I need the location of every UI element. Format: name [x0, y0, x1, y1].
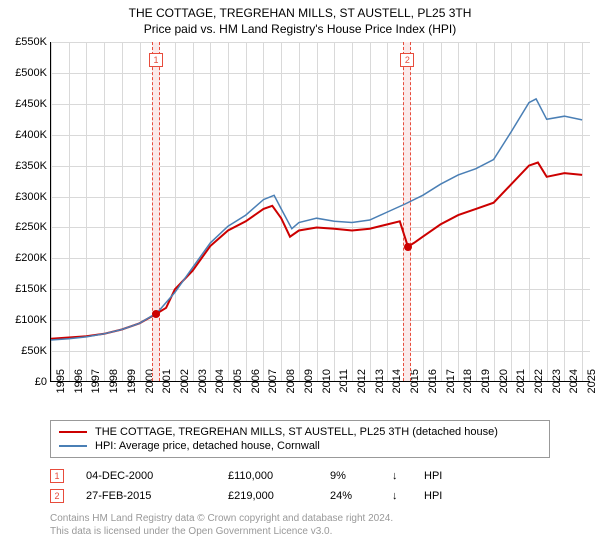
footnote: Contains HM Land Registry data © Crown c…	[50, 512, 600, 538]
chart-title-1: THE COTTAGE, TREGREHAN MILLS, ST AUSTELL…	[0, 6, 600, 20]
sale-marker: 2	[400, 53, 414, 67]
series-price_paid	[51, 163, 582, 339]
sale-price: £219,000	[228, 490, 308, 502]
ytick-label: £50K	[1, 345, 47, 357]
chart-plot: £0£50K£100K£150K£200K£250K£300K£350K£400…	[50, 42, 590, 382]
legend: THE COTTAGE, TREGREHAN MILLS, ST AUSTELL…	[50, 420, 550, 458]
legend-label: HPI: Average price, detached house, Corn…	[95, 440, 320, 452]
ytick-label: £200K	[1, 252, 47, 264]
legend-swatch	[59, 431, 87, 433]
ytick-label: £400K	[1, 129, 47, 141]
sale-price: £110,000	[228, 470, 308, 482]
sale-pct: 24%	[330, 490, 370, 502]
ytick-label: £500K	[1, 67, 47, 79]
ytick-label: £300K	[1, 191, 47, 203]
sale-point	[404, 243, 412, 251]
sale-marker: 1	[149, 53, 163, 67]
down-arrow-icon: ↓	[392, 470, 402, 482]
ytick-label: £150K	[1, 283, 47, 295]
ytick-label: £250K	[1, 221, 47, 233]
sale-pct: 9%	[330, 470, 370, 482]
legend-item: THE COTTAGE, TREGREHAN MILLS, ST AUSTELL…	[59, 425, 541, 439]
sale-date: 04-DEC-2000	[86, 470, 206, 482]
ytick-label: £450K	[1, 98, 47, 110]
ytick-label: £0	[1, 376, 47, 388]
ytick-label: £350K	[1, 160, 47, 172]
sale-marker-icon: 1	[50, 469, 64, 483]
series-hpi	[51, 99, 582, 340]
ytick-label: £550K	[1, 36, 47, 48]
footnote-line-1: Contains HM Land Registry data © Crown c…	[50, 512, 600, 525]
sale-hpi-label: HPI	[424, 470, 454, 482]
down-arrow-icon: ↓	[392, 490, 402, 502]
sales-table: 1 04-DEC-2000 £110,000 9% ↓ HPI 2 27-FEB-2015 £2…	[50, 466, 600, 506]
legend-label: THE COTTAGE, TREGREHAN MILLS, ST AUSTELL…	[95, 426, 498, 438]
ytick-label: £100K	[1, 314, 47, 326]
sale-point	[152, 310, 160, 318]
sale-hpi-label: HPI	[424, 490, 454, 502]
sales-row: 2 27-FEB-2015 £219,000 24% ↓ HPI	[50, 486, 600, 506]
legend-swatch	[59, 445, 87, 447]
sales-row: 1 04-DEC-2000 £110,000 9% ↓ HPI	[50, 466, 600, 486]
sale-date: 27-FEB-2015	[86, 490, 206, 502]
footnote-line-2: This data is licensed under the Open Gov…	[50, 525, 600, 538]
sale-marker-icon: 2	[50, 489, 64, 503]
chart-title-2: Price paid vs. HM Land Registry's House …	[0, 22, 600, 36]
legend-item: HPI: Average price, detached house, Corn…	[59, 439, 541, 453]
